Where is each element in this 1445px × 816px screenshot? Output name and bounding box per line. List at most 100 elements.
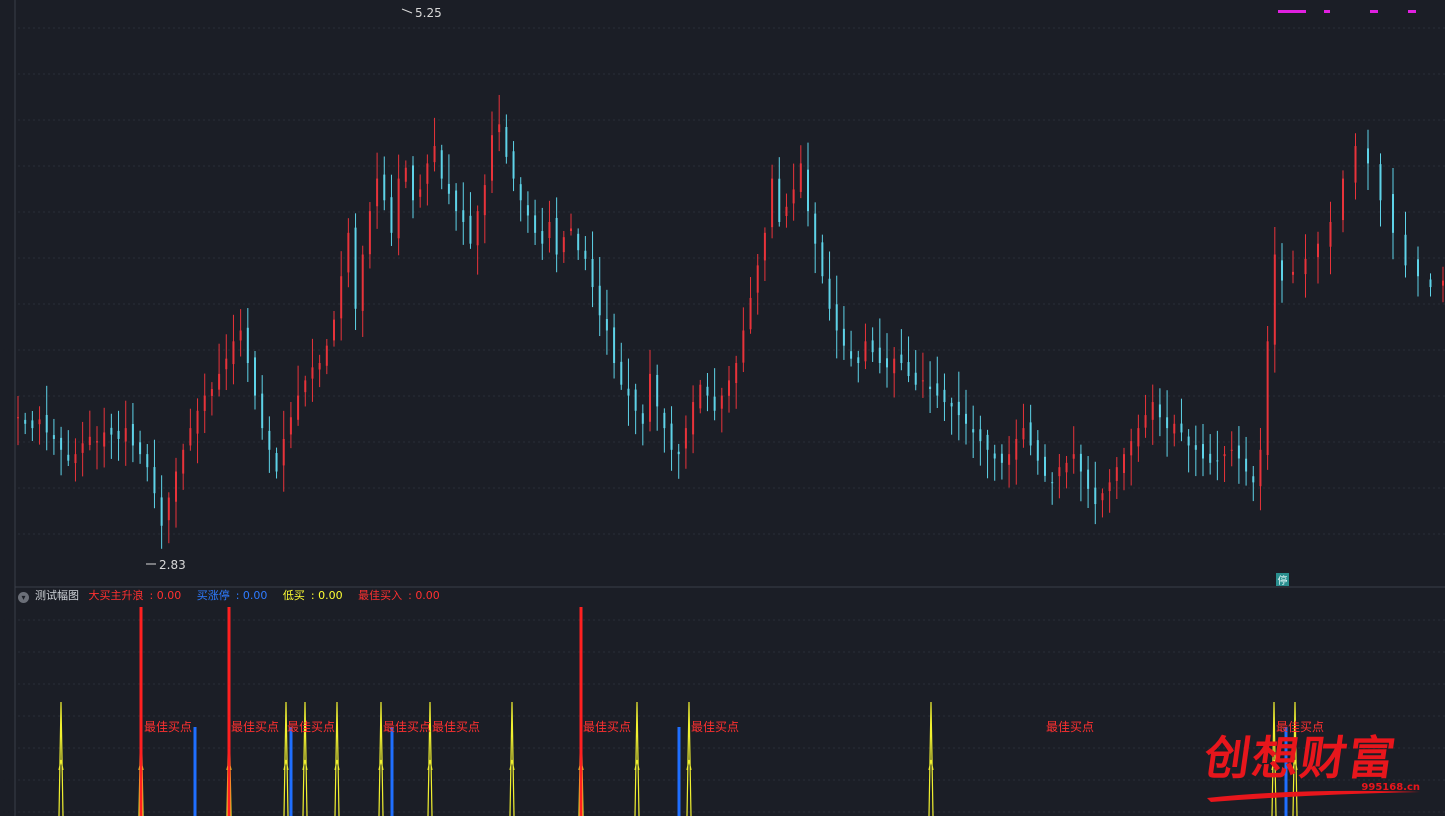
candle <box>1194 425 1197 477</box>
candle <box>340 251 343 341</box>
candle <box>1051 472 1054 505</box>
candle <box>713 368 716 421</box>
low-buy-bar <box>283 701 289 816</box>
candle <box>814 202 817 274</box>
candle <box>541 207 544 260</box>
low-buy-bar <box>378 701 384 816</box>
candle <box>950 397 953 435</box>
candle <box>74 438 77 482</box>
candle <box>598 256 601 337</box>
candle <box>419 174 422 208</box>
candle <box>907 336 910 383</box>
best-buy-label: 最佳买点 <box>691 720 739 734</box>
candle <box>440 144 443 190</box>
candle <box>1094 461 1097 525</box>
candle <box>483 174 486 244</box>
candle <box>641 404 644 446</box>
candle <box>929 361 932 414</box>
candle <box>720 387 723 433</box>
candle <box>756 253 759 315</box>
candle <box>957 371 960 441</box>
candle <box>52 418 55 455</box>
candle <box>476 205 479 275</box>
candle <box>1137 414 1140 462</box>
candle <box>878 318 881 374</box>
candle <box>376 152 379 229</box>
watermark-url: 995168.cn <box>1361 782 1420 793</box>
candle <box>254 350 256 410</box>
candle <box>634 383 637 435</box>
best-buy-label: 最佳买点 <box>287 720 335 734</box>
candle <box>649 349 651 432</box>
candle <box>239 309 242 357</box>
candle <box>1044 444 1046 482</box>
candle <box>1354 133 1357 200</box>
limit-up-bar <box>193 727 197 816</box>
candle <box>81 421 84 477</box>
candle <box>1317 231 1319 284</box>
candle <box>462 182 465 245</box>
candle <box>225 334 228 391</box>
candle <box>1029 404 1032 456</box>
high-price-annotation: 5.25 <box>401 6 442 20</box>
candle <box>620 342 623 390</box>
candle <box>1036 430 1039 475</box>
candle <box>1008 436 1011 488</box>
field-low-buy: 低买: 0.00 <box>282 589 343 602</box>
swoosh-icon <box>1207 790 1420 802</box>
candle <box>778 157 781 227</box>
candle <box>656 364 659 431</box>
candle <box>354 213 357 330</box>
candle <box>1115 457 1118 499</box>
candle <box>1292 250 1294 284</box>
candle <box>1072 426 1075 474</box>
candle <box>670 406 673 471</box>
watermark-text: 创想财富 <box>1200 731 1401 785</box>
candle <box>943 373 946 422</box>
candle <box>117 410 120 461</box>
candle <box>864 323 867 370</box>
candle <box>742 307 745 373</box>
candle <box>821 234 824 284</box>
candle <box>282 410 285 492</box>
candle <box>1144 394 1147 438</box>
candle <box>455 183 458 231</box>
candle <box>871 327 874 362</box>
candle <box>749 277 752 334</box>
best-buy-label: 最佳买点 <box>583 720 631 734</box>
candle <box>88 410 91 451</box>
limit-up-bar <box>289 727 293 816</box>
candle <box>318 354 321 388</box>
candle <box>728 366 730 413</box>
candle <box>139 430 142 464</box>
low-buy-bar <box>58 701 64 816</box>
candle <box>1252 465 1255 502</box>
candle <box>799 145 802 199</box>
candle <box>167 492 170 544</box>
candle <box>390 174 393 246</box>
candle <box>103 407 106 468</box>
candle <box>203 373 206 434</box>
chevron-down-icon[interactable]: ▾ <box>18 592 29 603</box>
candle <box>534 199 537 245</box>
candle <box>196 398 199 464</box>
low-buy-bar <box>427 701 433 816</box>
limit-up-bar <box>677 727 681 816</box>
candle <box>297 365 300 426</box>
candle <box>914 350 917 391</box>
limit-up-bar <box>390 727 394 816</box>
candle <box>146 444 149 482</box>
candle <box>627 358 630 426</box>
candle <box>591 231 594 308</box>
candle <box>828 251 831 321</box>
best-buy-label: 最佳买点 <box>231 720 279 734</box>
candle <box>175 457 177 528</box>
low-buy-bar <box>334 701 340 816</box>
candle <box>275 447 278 479</box>
candle <box>993 444 996 481</box>
candle <box>1237 426 1240 484</box>
watermark-logo: 创想财富 995168.cn <box>1201 722 1420 812</box>
candle <box>347 218 350 288</box>
main-wave-bar <box>139 607 143 816</box>
